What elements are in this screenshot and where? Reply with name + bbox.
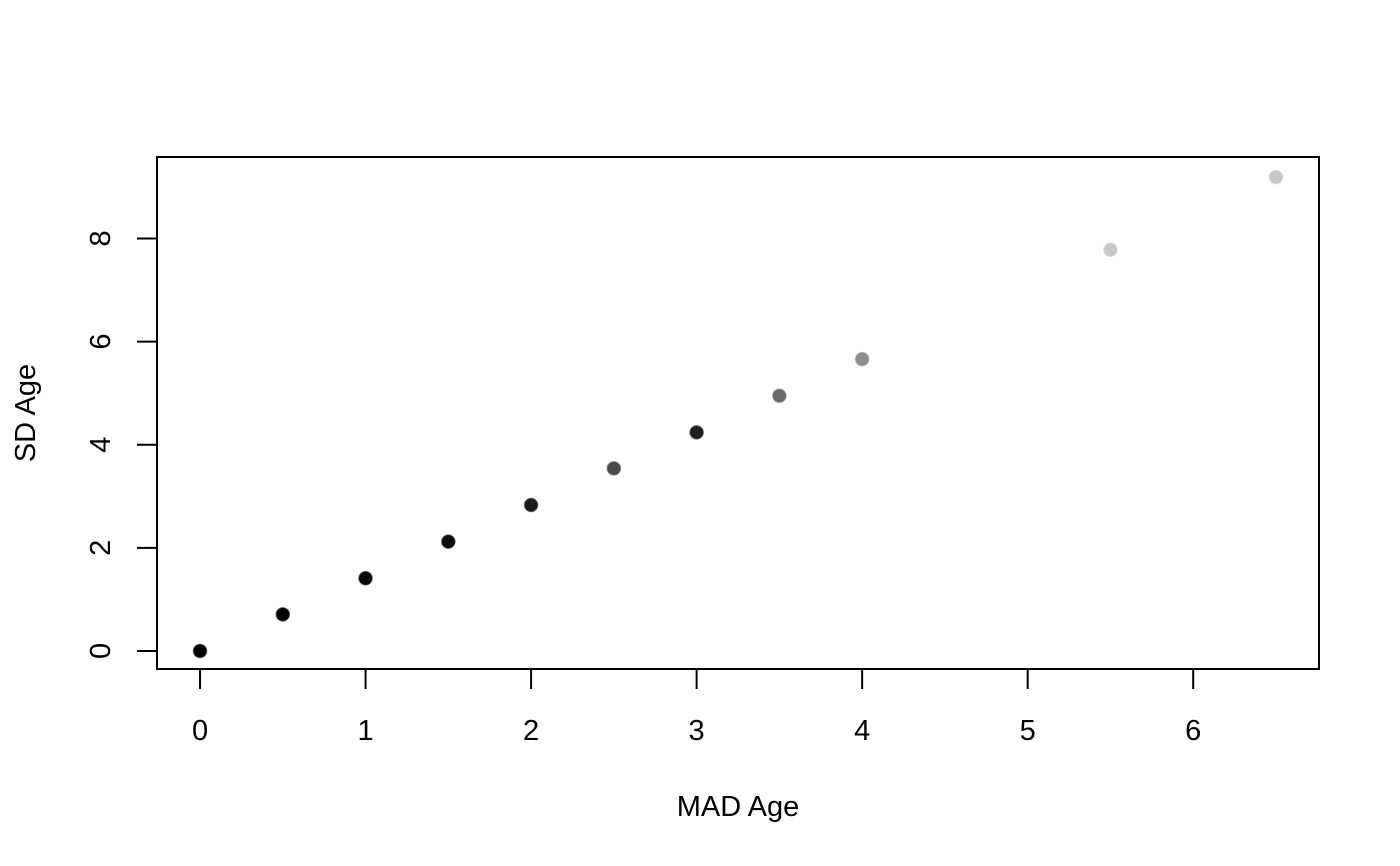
data-point (772, 388, 787, 403)
data-point (689, 425, 704, 440)
data-points (192, 169, 1284, 659)
x-tick-label: 2 (523, 715, 539, 747)
x-tick-label: 3 (689, 715, 705, 747)
y-axis: 0 2 4 6 8 (85, 230, 158, 659)
y-axis-label: SD Age (10, 364, 42, 462)
x-tick-label: 5 (1020, 715, 1036, 747)
data-point (275, 607, 291, 622)
data-point (606, 461, 622, 476)
data-point (192, 643, 208, 659)
data-point (358, 571, 373, 586)
plot-frame (156, 156, 1320, 670)
y-tick-label: 0 (85, 643, 117, 659)
y-tick-label: 4 (85, 437, 117, 453)
data-point (523, 497, 539, 513)
y-tick-label: 8 (85, 230, 117, 246)
x-tick-label: 1 (357, 715, 373, 747)
x-tick-label: 4 (854, 715, 870, 747)
y-tick-label: 2 (85, 540, 117, 556)
data-point (441, 534, 456, 549)
x-axis-label: MAD Age (677, 791, 800, 823)
data-point (854, 351, 870, 367)
x-tick-label: 0 (192, 715, 208, 747)
y-tick-label: 6 (85, 334, 117, 350)
data-point (1103, 242, 1118, 258)
data-point (1268, 169, 1284, 185)
x-axis: 0 1 2 3 4 5 6 (192, 668, 1201, 747)
x-tick-label: 6 (1185, 715, 1201, 747)
